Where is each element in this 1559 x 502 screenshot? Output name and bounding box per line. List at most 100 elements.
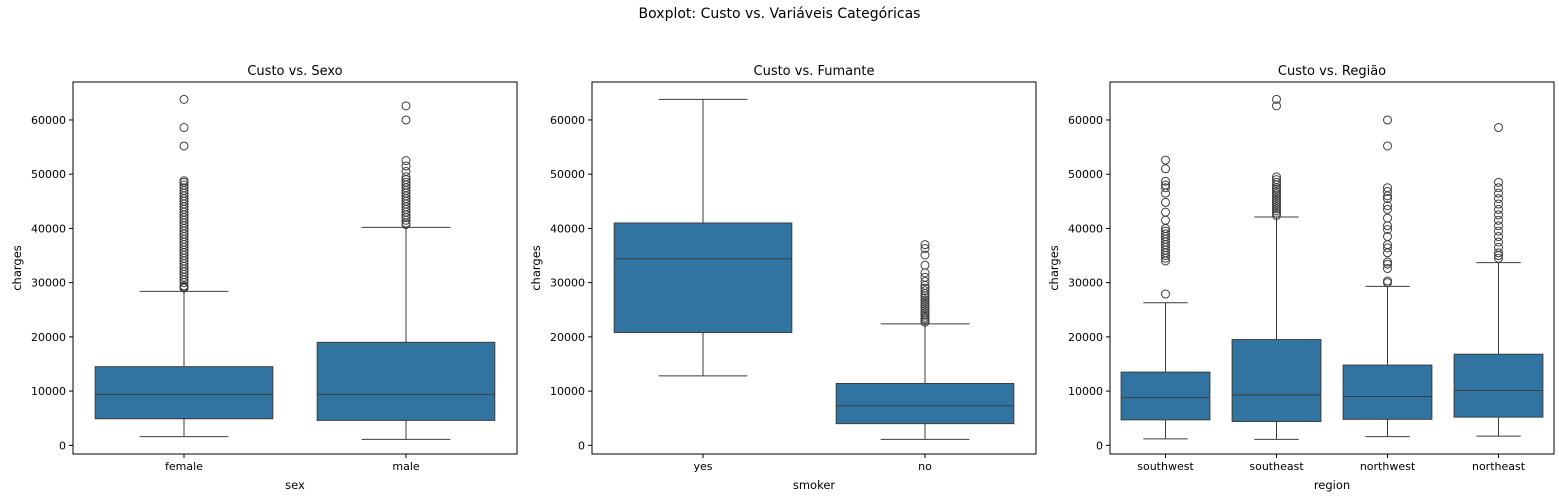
x-axis-label: sex: [285, 478, 305, 492]
outlier-point: [1383, 248, 1392, 258]
iqr-box: [613, 222, 793, 334]
outlier-point: [1383, 243, 1392, 253]
x-tick-label: northwest: [1360, 460, 1416, 473]
y-tick-label: 20000: [1068, 331, 1103, 344]
box-northeast: [1453, 123, 1544, 437]
iqr-box: [1453, 353, 1544, 418]
x-tick-label: female: [165, 460, 203, 473]
outlier-point: [401, 156, 411, 166]
x-axis-label: smoker: [793, 478, 836, 492]
outlier-point: [1272, 210, 1281, 220]
outlier-point: [1494, 123, 1503, 133]
outlier-point: [1494, 242, 1503, 252]
y-axis-label: charges: [1047, 245, 1061, 291]
y-axis-label: charges: [529, 245, 543, 291]
figure-title: Boxplot: Custo vs. Variáveis Categóricas: [638, 6, 921, 22]
outlier-point: [920, 250, 930, 260]
outlier-point: [1383, 194, 1392, 204]
axes-frame: [591, 81, 1037, 455]
outlier-point: [1272, 204, 1281, 214]
outlier-point: [401, 161, 411, 171]
outlier-point: [920, 299, 930, 309]
outlier-point: [401, 101, 411, 111]
outlier-point: [920, 302, 930, 312]
y-tick-label: 30000: [550, 277, 585, 290]
iqr-box: [94, 366, 274, 420]
outlier-point: [1161, 176, 1170, 186]
y-tick-label: 40000: [31, 222, 66, 235]
subplot-title: Custo vs. Sexo: [247, 64, 342, 79]
outlier-point: [920, 293, 930, 303]
x-tick-label: southeast: [1249, 460, 1304, 473]
y-axis-label: charges: [10, 245, 24, 291]
outlier-point: [179, 180, 189, 190]
subplot-3: 0 10000 20000 30000 40000 50000 60000 southwest…: [1047, 64, 1555, 492]
outlier-point: [179, 141, 189, 151]
y-tick-label: 0: [578, 439, 585, 452]
outlier-point: [1272, 200, 1281, 210]
outlier-point: [1494, 253, 1503, 263]
y-tick-label: 10000: [550, 385, 585, 398]
outlier-point: [1272, 172, 1281, 182]
outlier-point: [1383, 259, 1392, 269]
outlier-point: [179, 123, 189, 133]
outlier-point: [1494, 237, 1503, 247]
subplot-1: 0 10000 20000 30000 40000 50000 60000 female mal…: [10, 64, 518, 492]
outlier-point: [1383, 264, 1392, 274]
outlier-point: [1383, 232, 1392, 242]
outlier-point: [920, 297, 930, 307]
outlier-point: [1383, 115, 1392, 125]
outlier-point: [1494, 221, 1503, 231]
box-southeast: [1231, 94, 1322, 440]
y-tick-label: 0: [1096, 439, 1103, 452]
outlier-point: [920, 283, 930, 293]
outlier-point: [401, 177, 411, 187]
y-tick-label: 10000: [31, 385, 66, 398]
y-tick-label: 20000: [31, 331, 66, 344]
outlier-point: [920, 306, 930, 316]
outlier-point: [1161, 180, 1170, 190]
box-yes: [613, 98, 793, 377]
outlier-point: [401, 166, 411, 176]
y-tick-label: 60000: [550, 114, 585, 127]
outlier-point: [1272, 202, 1281, 212]
outlier-point: [1272, 94, 1281, 104]
outlier-point: [1272, 189, 1281, 199]
subplot-title: Custo vs. Fumante: [754, 64, 875, 79]
outlier-point: [1383, 213, 1392, 223]
outlier-point: [1494, 183, 1503, 193]
y-tick-label: 10000: [1068, 385, 1103, 398]
outlier-point: [1161, 183, 1170, 193]
outlier-point: [1161, 197, 1170, 207]
outlier-point: [920, 286, 930, 296]
x-tick-label: southwest: [1137, 460, 1194, 473]
box-male: [316, 101, 496, 440]
outlier-point: [401, 115, 411, 125]
outlier-point: [1272, 208, 1281, 218]
outlier-point: [1494, 226, 1503, 236]
outlier-point: [1383, 224, 1392, 234]
outlier-point: [179, 183, 189, 193]
outlier-point: [1272, 177, 1281, 187]
outlier-point: [1161, 207, 1170, 217]
outlier-point: [1383, 276, 1392, 286]
outlier-point: [920, 295, 930, 305]
axes-frame: [1109, 81, 1555, 455]
outlier-point: [1494, 215, 1503, 225]
outlier-point: [1383, 183, 1392, 193]
y-tick-label: 60000: [1068, 114, 1103, 127]
box-southwest: [1120, 155, 1211, 440]
outlier-point: [1494, 232, 1503, 242]
iqr-box: [835, 383, 1015, 425]
outlier-point: [1272, 193, 1281, 203]
y-tick-label: 40000: [1068, 222, 1103, 235]
outlier-point: [179, 94, 189, 104]
outlier-point: [1383, 141, 1392, 151]
outlier-point: [1494, 177, 1503, 187]
outlier-point: [920, 272, 930, 282]
outlier-point: [1383, 187, 1392, 197]
y-tick-label: 20000: [550, 331, 585, 344]
outlier-point: [920, 240, 930, 250]
outlier-point: [1494, 188, 1503, 198]
